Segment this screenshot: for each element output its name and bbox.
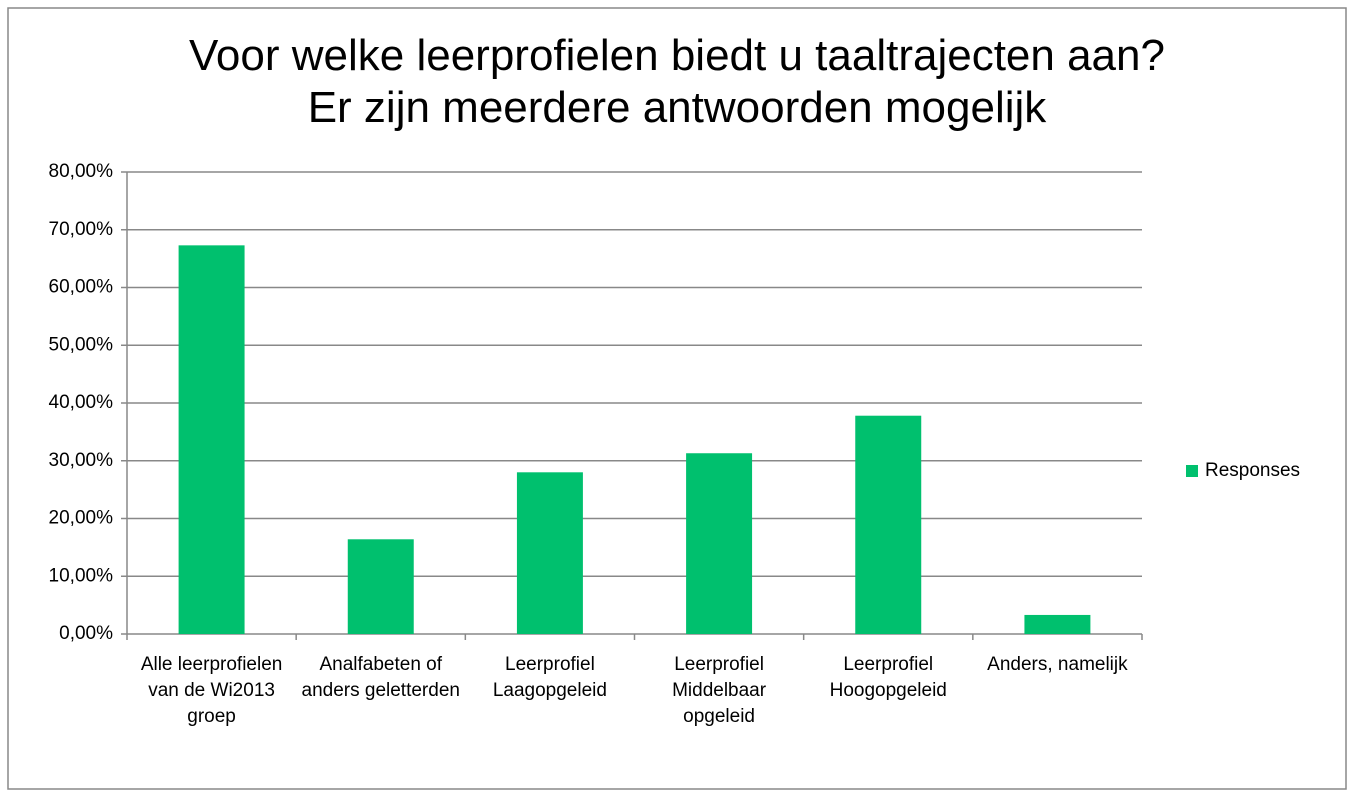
chart-title: Voor welke leerprofielen biedt u taaltra… xyxy=(189,31,1165,132)
x-tick-label: Leerprofiel Hoogopgeleid xyxy=(829,654,947,701)
y-tick-label: 10,00% xyxy=(49,565,114,586)
x-tick-label: Leerprofiel Middelbaar opgeleid xyxy=(672,654,767,727)
bar xyxy=(347,539,414,634)
x-tick-label: Analfabeten of anders geletterden xyxy=(301,654,460,701)
chart-border xyxy=(7,7,1347,790)
x-tick-label: Leerprofiel Laagopgeleid xyxy=(492,654,607,701)
legend-label: Responses xyxy=(1205,460,1300,481)
y-tick-label: 70,00% xyxy=(49,219,114,240)
bar xyxy=(516,472,583,634)
y-tick-label: 50,00% xyxy=(49,334,114,355)
bar xyxy=(1024,614,1091,634)
x-tick-label: Alle leerprofielen van de Wi2013 groep xyxy=(140,654,283,727)
legend-swatch xyxy=(1186,465,1198,477)
y-tick-label: 0,00% xyxy=(59,623,113,644)
y-tick-label: 20,00% xyxy=(49,508,114,529)
bar xyxy=(686,453,753,634)
y-tick-label: 40,00% xyxy=(49,392,114,413)
y-tick-label: 60,00% xyxy=(49,277,114,298)
x-tick-label: Anders, namelijk xyxy=(987,654,1128,675)
y-tick-label: 30,00% xyxy=(49,450,114,471)
bar xyxy=(178,245,245,634)
y-tick-label: 80,00% xyxy=(49,161,114,182)
bar xyxy=(855,415,922,634)
